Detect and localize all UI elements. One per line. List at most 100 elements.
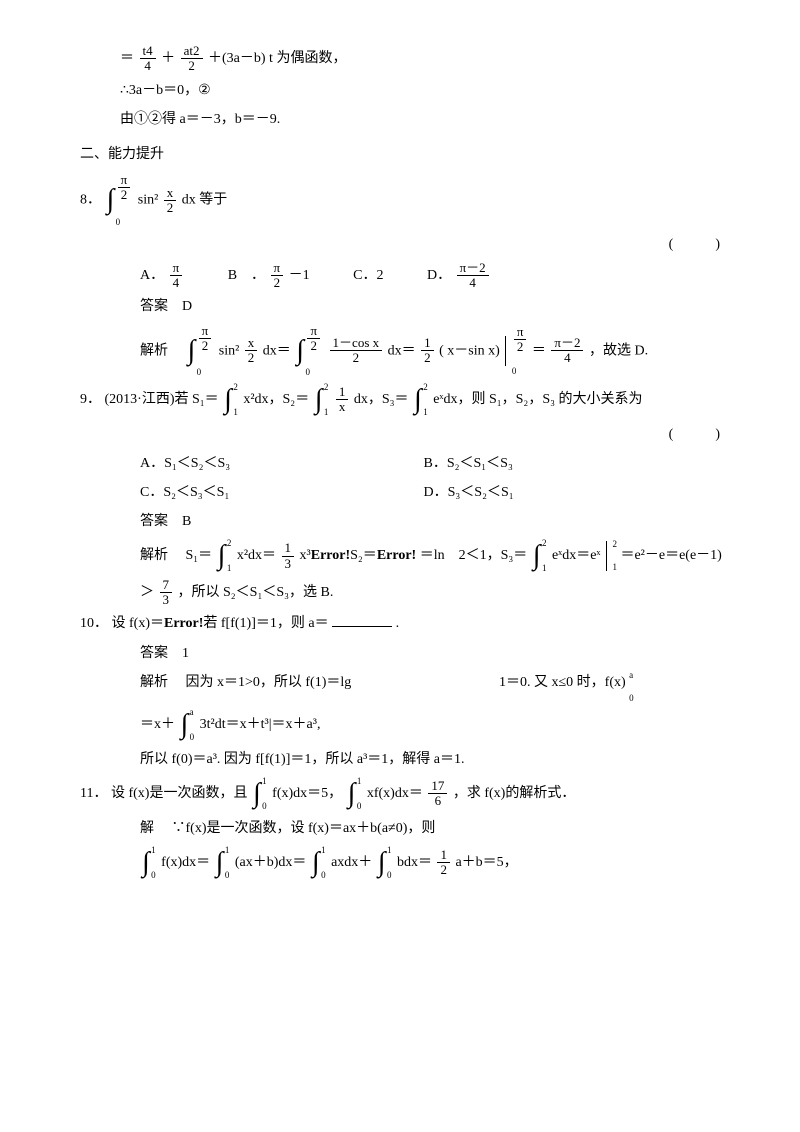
x3: x³ — [300, 548, 311, 563]
n: π — [170, 261, 183, 275]
lim1: 10 — [262, 776, 267, 812]
l: 0 — [357, 801, 362, 812]
u: 1 — [262, 776, 267, 787]
mid1: f(x)dx＝5， — [272, 786, 342, 801]
u: 2 — [227, 538, 232, 549]
l: 1 — [233, 407, 238, 418]
i3: ∫ — [312, 849, 320, 877]
s2-tail: dx，S₃＝ — [354, 392, 409, 407]
q9-optC: C．S₂＜S₃＜S₁ — [140, 480, 420, 505]
n: π — [514, 325, 527, 339]
lim2: 10 — [357, 776, 362, 812]
d: 2 — [307, 338, 320, 353]
eval-lim: π20 — [512, 325, 529, 377]
q8-number: 8． — [80, 193, 101, 208]
frac-x-2: x 2 — [164, 186, 177, 216]
num: x — [164, 186, 177, 200]
e: a＋b＝5， — [455, 855, 517, 870]
d: 6 — [428, 793, 447, 808]
tail: ，所以 S₂＜S₁＜S₃，选 B. — [178, 585, 334, 600]
u: 2 — [324, 382, 329, 393]
q9-row2: C．S₂＜S₃＜S₁ D．S₃＜S₂＜S₁ — [80, 480, 740, 505]
d: 3 — [282, 556, 295, 571]
eval-bar — [505, 336, 506, 366]
l: 0 — [197, 367, 214, 378]
q11-stem: 11． 设 f(x)是一次函数，且 ∫ 10 f(x)dx＝5， ∫ 10 xf… — [80, 776, 740, 812]
pre: 设 f(x)＝ — [112, 616, 165, 631]
l: 1 — [423, 407, 428, 418]
q9-explain2: ＞ 73 ，所以 S₂＜S₁＜S₃，选 B. — [80, 578, 740, 608]
label: 解 — [140, 821, 168, 836]
q8-optC: C．2 — [353, 263, 383, 288]
n: 1 — [282, 541, 295, 555]
q9-paren-row: ( ) — [80, 422, 740, 447]
q10-number: 10． — [80, 616, 108, 631]
low: 0 — [116, 217, 133, 228]
integral-limits: π2 0 — [116, 173, 133, 227]
dx-text: dx 等于 — [182, 193, 228, 208]
error: Error! — [164, 616, 203, 631]
q9-optB: B．S₂＜S₁＜S₃ — [424, 456, 513, 471]
q10-answer: 答案 1 — [80, 641, 740, 666]
s1: S₁＝ — [186, 548, 213, 563]
l1: 10 — [151, 845, 156, 881]
res: ＝e²－e＝e(e－1) — [620, 548, 721, 563]
q7-line3: 由①②得 a＝－3，b＝－9. — [80, 107, 740, 132]
lim-s1: 21 — [233, 382, 238, 418]
int3: ∫ — [533, 542, 541, 570]
q8-choices: A． π4 B ． π2 －1 C．2 D． π－24 — [80, 261, 740, 291]
label: 解析 — [140, 675, 182, 690]
n: 1 — [437, 848, 450, 862]
gt: ＞ — [140, 585, 154, 600]
s2eq: S₂＝ — [350, 548, 377, 563]
error1: Error! — [311, 548, 350, 563]
q10-exp1: 解析 因为 x＝1>0，所以 f(1)＝lg 1＝0. 又 x≤0 时，f(x)… — [80, 670, 740, 704]
l2: 10 — [225, 845, 230, 881]
label: D． — [427, 268, 451, 283]
dx2: dx＝ — [388, 343, 416, 358]
period: . — [396, 616, 400, 631]
d: 2 — [514, 339, 527, 354]
lim-s2: 21 — [324, 382, 329, 418]
pre: ＝x＋ — [140, 717, 175, 732]
q11-number: 11． — [80, 786, 107, 801]
n: π－2 — [457, 261, 489, 275]
l4: 10 — [387, 845, 392, 881]
l: 1 — [227, 563, 232, 574]
label: 解析 — [140, 343, 182, 358]
s1b: x²dx＝ — [237, 548, 276, 563]
l: 0 — [225, 870, 230, 881]
s3-body: eˣdx，则 S₁，S₂，S₃ 的大小关系为 — [433, 392, 642, 407]
mid2: xf(x)dx＝ — [367, 786, 423, 801]
q10-exp3: 所以 f(0)＝a³. 因为 f[f(1)]＝1，所以 a³＝1，解得 a＝1. — [80, 747, 740, 772]
text: ＋(3a－b) t 为偶函数， — [208, 51, 346, 66]
integral-sign: ∫ — [107, 186, 115, 214]
q10-stem: 10． 设 f(x)＝Error!若 f[f(1)]＝1，则 a＝ . — [80, 611, 740, 636]
t2: 1＝0. 又 x≤0 时，f(x) — [499, 675, 626, 690]
blank-line — [332, 612, 392, 627]
eq-sign: ＝ — [120, 51, 134, 66]
int1: ∫ — [253, 780, 261, 808]
n: π — [271, 261, 284, 275]
q8-answer: 答案 D — [80, 294, 740, 319]
q8-stem: 8． ∫ π2 0 sin² x 2 dx 等于 — [80, 173, 740, 227]
n: 1－cos x — [330, 336, 383, 350]
n: π－2 — [551, 336, 583, 350]
l: 0 — [387, 870, 392, 881]
d: 3 — [160, 592, 173, 607]
body: 3t²dt＝x＋t³|＝x＋a³, — [200, 717, 321, 732]
q9-row1: A．S₁＜S₂＜S₃ B．S₂＜S₁＜S₃ — [80, 451, 740, 476]
tail: －1 — [289, 268, 310, 283]
q9-optA: A．S₁＜S₂＜S₃ — [140, 451, 420, 476]
den: 2 — [181, 58, 203, 73]
d: 2 — [437, 862, 450, 877]
u: 1 — [357, 776, 362, 787]
n: 1 — [421, 336, 434, 350]
d: 4 — [457, 275, 489, 290]
num: t4 — [140, 44, 156, 58]
l: 1 — [612, 562, 617, 573]
lim3: 21 — [542, 538, 547, 574]
i4: ∫ — [378, 849, 386, 877]
d: 4 — [551, 350, 583, 365]
choice-paren: ( ) — [669, 232, 720, 257]
